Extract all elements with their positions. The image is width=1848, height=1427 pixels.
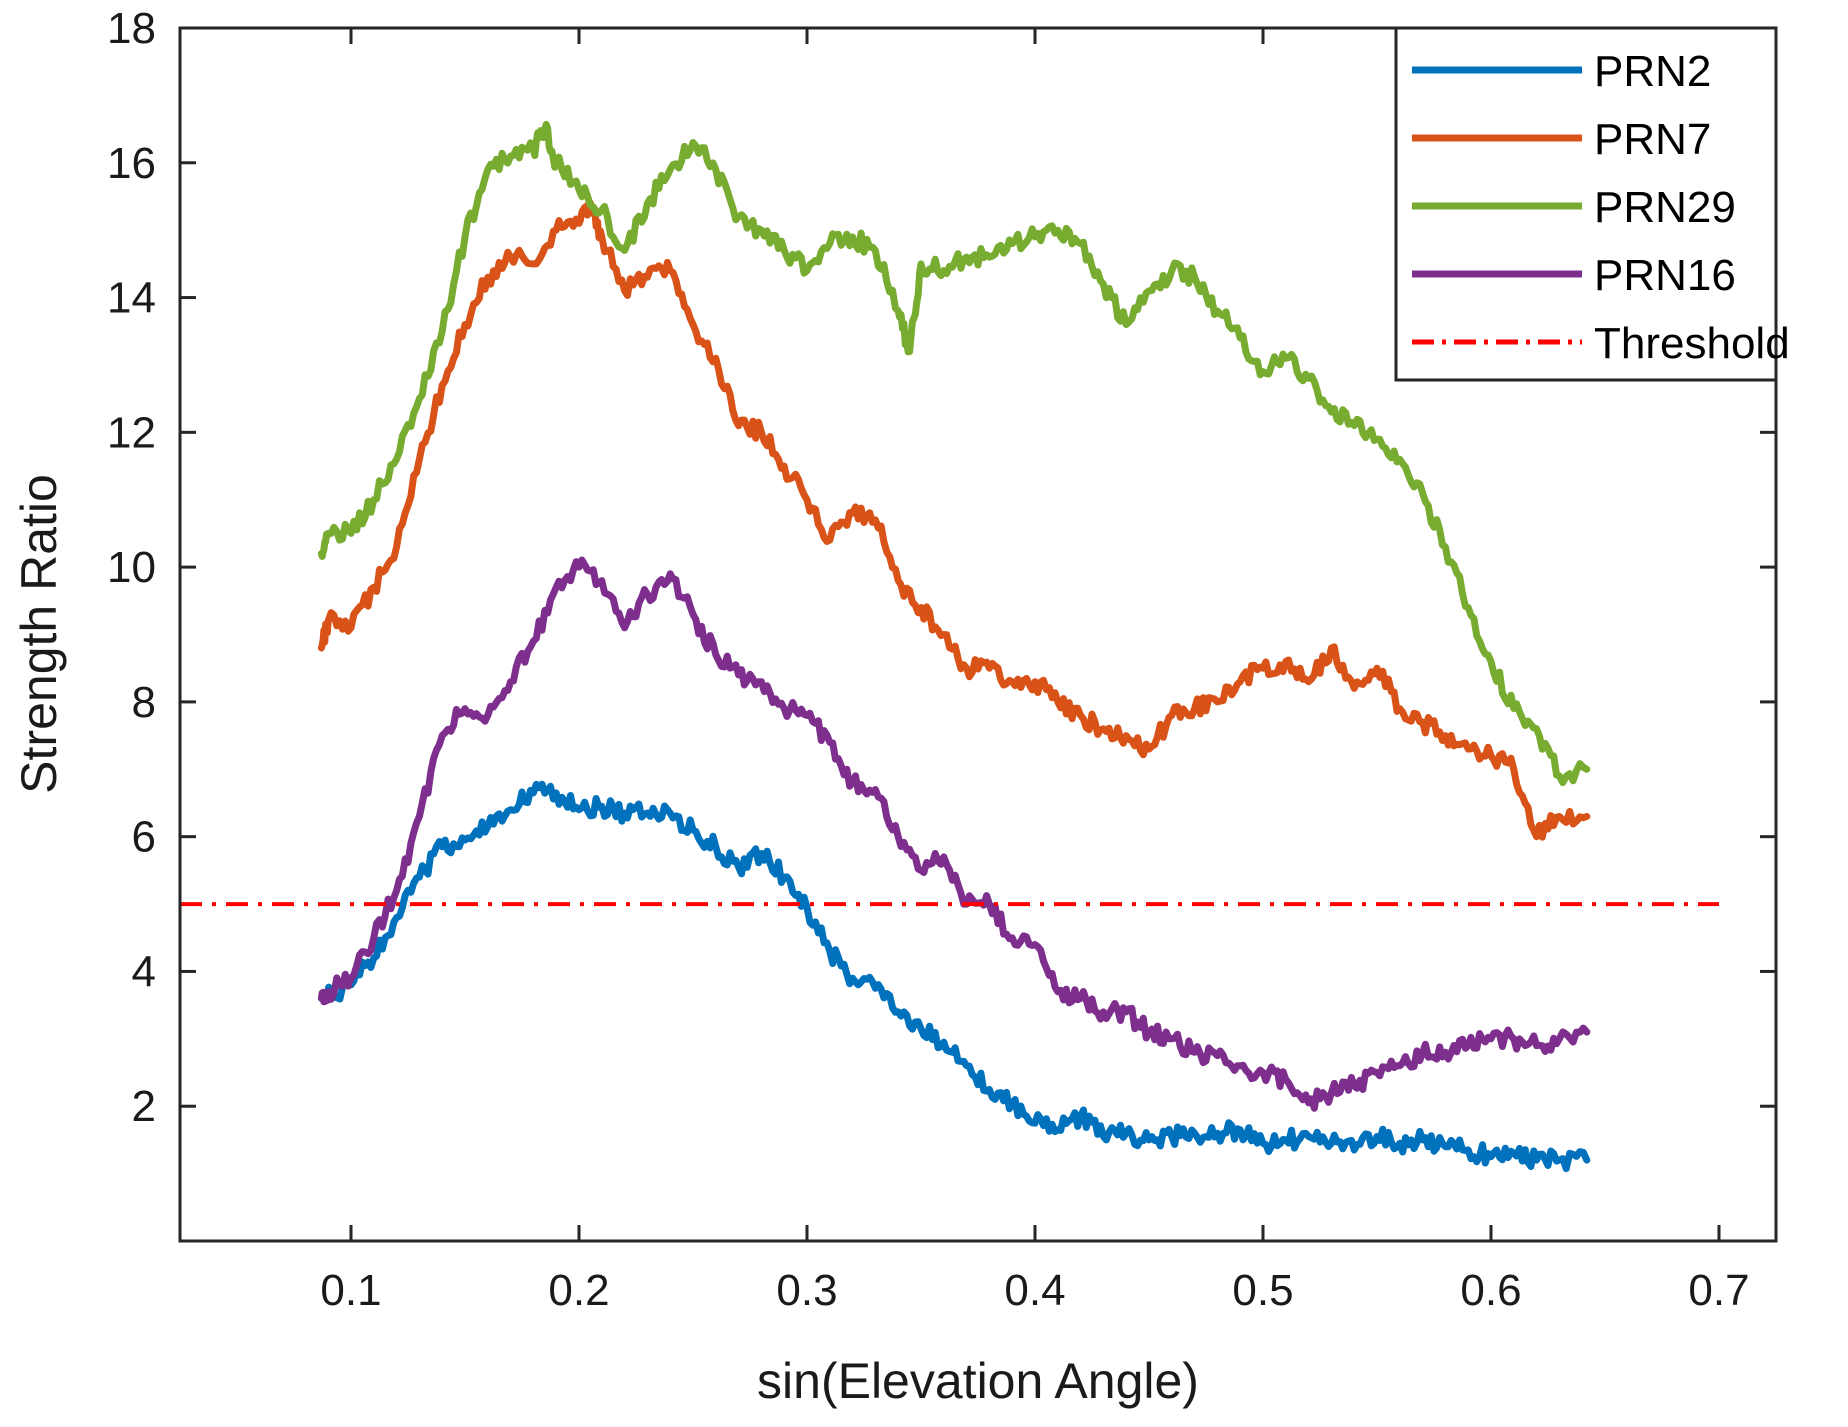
y-tick-label: 18	[107, 4, 156, 53]
series-line-prn7	[317, 197, 1591, 841]
series-line-prn2	[317, 780, 1591, 1173]
legend-label-prn2: PRN2	[1594, 47, 1711, 96]
y-tick-label: 16	[107, 139, 156, 188]
x-axis-label: sin(Elevation Angle)	[757, 1353, 1199, 1409]
y-tick-label: 10	[107, 543, 156, 592]
x-tick-label: 0.3	[776, 1266, 837, 1315]
legend-label-threshold: Threshold	[1594, 319, 1790, 368]
y-axis-ticks: 2 4 6 8 10 12 14 16 18	[107, 4, 1776, 1131]
x-axis-ticks: 0.1 0.2 0.3 0.4 0.5 0.6 0.7	[320, 28, 1750, 1315]
series-line-prn16	[317, 556, 1591, 1112]
y-tick-label: 14	[107, 274, 156, 323]
plot-frame	[178, 26, 1778, 1243]
y-axis-label: Strength Ratio	[11, 474, 67, 794]
legend-label-prn29: PRN29	[1594, 183, 1736, 232]
y-tick-label: 2	[132, 1082, 156, 1131]
x-tick-label: 0.5	[1232, 1266, 1293, 1315]
x-tick-label: 0.4	[1004, 1266, 1065, 1315]
series-layer	[180, 120, 1719, 1173]
legend: PRN2 PRN7 PRN29 PRN16 Threshold	[1394, 26, 1790, 382]
y-tick-label: 4	[132, 947, 156, 996]
series-line-prn29	[317, 120, 1591, 787]
legend-label-prn16: PRN16	[1594, 251, 1736, 300]
legend-label-prn7: PRN7	[1594, 115, 1711, 164]
y-tick-label: 12	[107, 408, 156, 457]
x-tick-label: 0.1	[320, 1266, 381, 1315]
y-tick-label: 6	[132, 813, 156, 862]
x-tick-label: 0.6	[1460, 1266, 1521, 1315]
x-tick-label: 0.2	[548, 1266, 609, 1315]
x-tick-label: 0.7	[1688, 1266, 1749, 1315]
y-tick-label: 8	[132, 678, 156, 727]
